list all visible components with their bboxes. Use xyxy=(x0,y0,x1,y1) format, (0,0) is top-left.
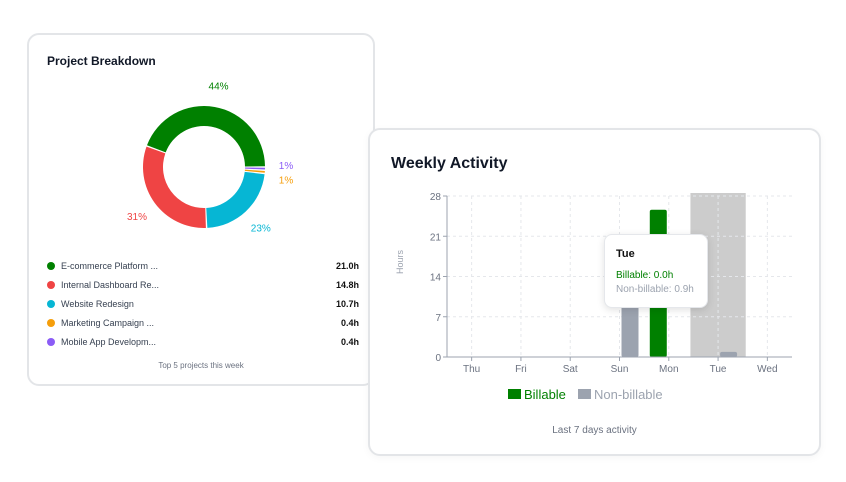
x-tick-label: Sat xyxy=(563,364,578,375)
legend-dot xyxy=(47,300,55,308)
card-footer: Last 7 days activity xyxy=(552,425,637,436)
x-tick-label: Fri xyxy=(515,364,527,375)
y-tick-label: 21 xyxy=(430,232,442,243)
legend-item: E-commerce Platform ... 21.0h xyxy=(47,261,359,271)
donut-label: 31% xyxy=(127,212,147,223)
legend-item: Marketing Campaign ... 0.4h xyxy=(47,318,359,328)
project-name: Internal Dashboard Re... xyxy=(61,280,160,290)
x-tick-label: Mon xyxy=(659,364,678,375)
x-tick-label: Thu xyxy=(463,364,480,375)
y-axis-label: Hours xyxy=(395,250,405,275)
chart-tooltip: Tue Billable: 0.0h Non-billable: 0.9h xyxy=(604,234,708,308)
project-name: Mobile App Developm... xyxy=(61,337,157,347)
donut-slice xyxy=(244,169,265,173)
donut-label: 23% xyxy=(251,224,271,235)
project-hours: 0.4h xyxy=(340,318,359,328)
bar-non-billable xyxy=(720,351,738,357)
tooltip-day: Tue xyxy=(616,248,635,260)
x-tick-label: Tue xyxy=(710,364,727,375)
project-hours: 10.7h xyxy=(335,299,359,309)
y-tick-label: 14 xyxy=(430,273,442,284)
project-name: Website Redesign xyxy=(61,299,134,309)
tooltip-non-billable: Non-billable: 0.9h xyxy=(616,284,694,295)
legend-dot xyxy=(47,281,55,289)
legend-dot xyxy=(47,262,55,270)
project-breakdown-card: Project Breakdown 44% 31% 23% 1% 1% E-commer… xyxy=(27,33,375,386)
donut-slice xyxy=(143,146,206,228)
legend-dot xyxy=(47,319,55,327)
project-name: E-commerce Platform ... xyxy=(61,261,159,271)
legend-dot xyxy=(47,338,55,346)
donut-label: 1% xyxy=(279,161,294,172)
legend-label: Non-billable xyxy=(594,387,663,402)
legend-swatch xyxy=(508,389,521,399)
tooltip-billable: Billable: 0.0h xyxy=(616,270,674,281)
y-tick-label: 0 xyxy=(435,353,441,364)
project-name: Marketing Campaign ... xyxy=(61,318,155,328)
project-hours: 21.0h xyxy=(335,261,359,271)
legend-item: Mobile App Developm... 0.4h xyxy=(47,337,359,347)
card-title: Weekly Activity xyxy=(391,155,508,172)
donut-slice xyxy=(146,106,265,167)
donut-slice xyxy=(244,167,265,170)
donut-label: 1% xyxy=(279,176,294,187)
project-hours: 14.8h xyxy=(335,280,359,290)
donut-slice xyxy=(206,171,265,228)
card-footer: Top 5 projects this week xyxy=(158,361,244,370)
legend-item: Website Redesign 10.7h xyxy=(47,299,359,309)
donut-label: 44% xyxy=(209,81,229,92)
card-title: Project Breakdown xyxy=(47,54,156,68)
x-tick-label: Wed xyxy=(757,364,777,375)
y-tick-label: 7 xyxy=(435,313,441,324)
x-tick-label: Sun xyxy=(611,364,629,375)
legend-item: Internal Dashboard Re... 14.8h xyxy=(47,280,359,290)
y-tick-label: 28 xyxy=(430,192,442,203)
legend-label: Billable xyxy=(524,387,566,402)
donut-chart: 44% 31% 23% 1% 1% xyxy=(127,81,294,235)
legend-swatch xyxy=(578,389,591,399)
project-hours: 0.4h xyxy=(340,337,359,347)
